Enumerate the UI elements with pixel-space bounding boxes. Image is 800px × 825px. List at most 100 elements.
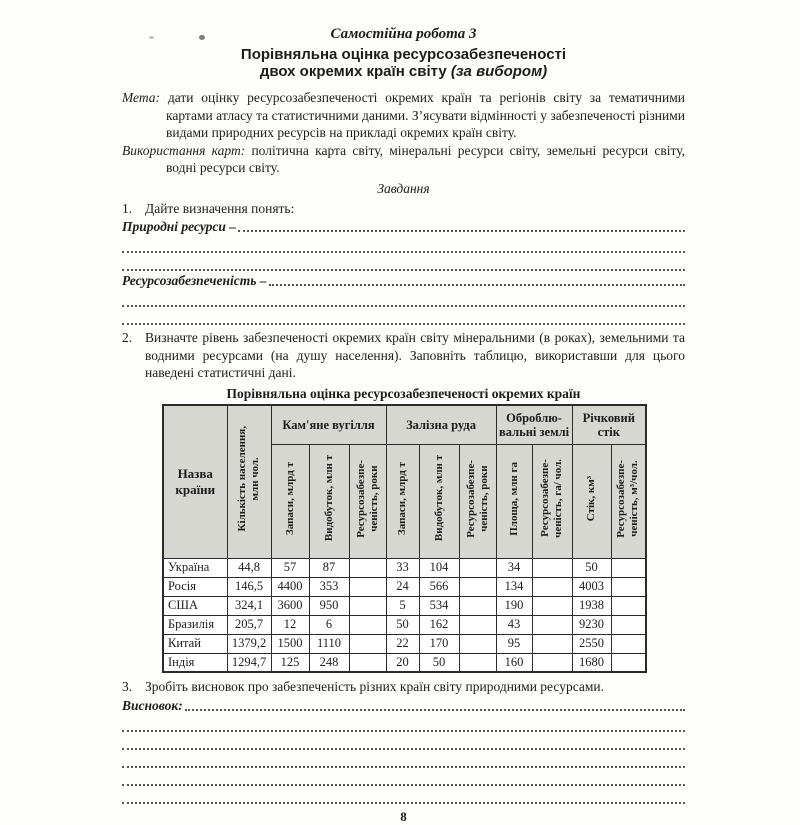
table-row: Бразилія 205,7 12 6 50 162 43 9230: [162, 614, 647, 635]
table-cell: 566: [418, 576, 460, 597]
table-cell: 95: [495, 633, 533, 654]
column-header-coal-reserves: Запаси, млрд т: [270, 443, 310, 559]
table-cell: 1500: [270, 633, 310, 654]
answer-line: [122, 289, 685, 307]
table-cell: 43: [495, 614, 533, 635]
table-cell: 44,8: [226, 557, 272, 578]
answer-line: [122, 786, 685, 804]
subtitle-line2: двох окремих країн світу: [259, 63, 447, 80]
dotted-leader: [238, 230, 685, 232]
dotted-leader: [184, 708, 685, 711]
table-cell-blank: [610, 576, 647, 597]
table-cell: 534: [418, 595, 460, 616]
table-cell-blank: [610, 614, 647, 635]
table-cell: 34: [495, 557, 533, 578]
dotted-leader: [268, 284, 685, 286]
column-header-iron-extraction: Видобуток, млн т: [418, 443, 460, 559]
goal-label: Мета:: [122, 90, 161, 105]
country-name-cell: Бразилія: [162, 614, 228, 635]
page-content: Самостійна робота 3 Порівняльна оцінка р…: [122, 26, 685, 825]
table-cell: 4400: [270, 576, 310, 597]
table-cell: 1294,7: [226, 652, 272, 673]
column-header-population-label: Кількість населення, млн чол.: [236, 426, 261, 532]
table-cell-blank: [458, 595, 497, 616]
resources-table: Назва країни Кількість населення, млн чо…: [162, 403, 648, 673]
column-header-country: Назва країни: [162, 404, 228, 559]
group-header-iron-ore: Залізна руда: [385, 404, 497, 445]
table-cell: 57: [270, 557, 310, 578]
task3-text: 3. Зробіть висновок про забезпеченість рі…: [122, 678, 685, 696]
table-cell: 353: [308, 576, 350, 597]
table-cell: 950: [308, 595, 350, 616]
goal-paragraph: Мета: дати оцінку ресурсозабезпеченості …: [122, 89, 685, 142]
table-cell-blank: [348, 652, 387, 673]
table-cell-blank: [531, 652, 573, 673]
table-cell-blank: [348, 557, 387, 578]
country-name-cell: Китай: [162, 633, 228, 654]
table-title: Порівняльна оцінка ресурсозабезпеченості…: [226, 385, 581, 401]
column-header-coal-availability: Ресурсозабезпе- ченість, роки: [348, 443, 387, 559]
table-row: США 324,1 3600 950 5 534 190 1938: [162, 595, 647, 616]
worksheet-page: Самостійна робота 3 Порівняльна оцінка р…: [122, 26, 685, 824]
scan-speck: [149, 36, 154, 39]
table-cell-blank: [458, 576, 497, 597]
task3-label: Зробіть висновок про забезпеченість різн…: [145, 679, 604, 694]
table-cell: 22: [385, 633, 420, 654]
table-cell: 33: [385, 557, 420, 578]
column-header-label: Ресурсозабезпе- ченість, роки: [354, 459, 380, 538]
table-cell-blank: [348, 576, 387, 597]
table-cell: 50: [571, 557, 612, 578]
table-cell-blank: [348, 633, 387, 654]
column-header-label: Запаси, млрд т: [396, 461, 409, 536]
task2-text: 2. Визначте рівень забезпеченості окремих…: [122, 329, 685, 382]
table-cell-blank: [531, 576, 573, 597]
page-number: 8: [400, 808, 407, 824]
table-cell-blank: [348, 614, 387, 635]
column-header-label: Ресурсозабезпе- ченість, м³/чол.: [615, 459, 641, 538]
conclusion-label: Висновок:: [122, 697, 183, 713]
answer-line: [122, 732, 685, 750]
task2-number: 2.: [122, 330, 133, 345]
table-cell: 162: [418, 614, 460, 635]
table-cell-blank: [458, 652, 497, 673]
table-cell: 1379,2: [226, 633, 272, 654]
conclusion-line: Висновок:: [122, 696, 685, 714]
task3-number: 3.: [122, 679, 133, 694]
column-header-population: Кількість населення, млн чол.: [226, 404, 272, 559]
term-resource-availability: Ресурсозабезпеченість –: [122, 273, 267, 288]
table-cell: 3600: [270, 595, 310, 616]
table-cell: 12: [270, 614, 310, 635]
table-cell: 6: [308, 614, 350, 635]
group-header-river-flow: Річковий стік: [571, 404, 647, 445]
task3-block: 3. Зробіть висновок про забезпеченість рі…: [122, 678, 685, 804]
table-cell: 160: [495, 652, 533, 673]
country-name-cell: Україна: [162, 557, 228, 578]
table-cell: 4003: [571, 576, 612, 597]
goal-text: дати оцінку ресурсозабезпеченості окреми…: [166, 90, 685, 140]
table-cell: 24: [385, 576, 420, 597]
table-cell: 5: [385, 595, 420, 616]
group-header-coal: Кам'яне вугілля: [270, 404, 387, 445]
table-cell: 2550: [571, 633, 612, 654]
table-cell: 87: [308, 557, 350, 578]
table-cell: 146,5: [226, 576, 272, 597]
table-cell: 104: [418, 557, 460, 578]
table-cell: 248: [308, 652, 350, 673]
table-cell: 134: [495, 576, 533, 597]
column-header-label: Видобуток, млн т: [432, 455, 445, 542]
country-name-cell: Індія: [162, 652, 228, 673]
column-header-iron-availability: Ресурсозабезпе- ченість, роки: [458, 443, 497, 559]
country-name-cell: США: [162, 595, 228, 616]
answer-line: [122, 714, 685, 732]
task2-label: Визначте рівень забезпеченості окремих к…: [145, 330, 685, 380]
table-cell: 324,1: [226, 595, 272, 616]
table-cell-blank: [458, 633, 497, 654]
table-cell-blank: [531, 557, 573, 578]
answer-line: [122, 253, 685, 271]
column-header-flow-availability: Ресурсозабезпе- ченість, м³/чол.: [610, 443, 647, 559]
task1-label: Дайте визначення понять:: [145, 200, 295, 216]
table-row: Росія 146,5 4400 353 24 566 134 4003: [162, 576, 647, 597]
table-cell-blank: [610, 652, 647, 673]
table-cell: 1110: [308, 633, 350, 654]
table-cell-blank: [610, 633, 647, 654]
